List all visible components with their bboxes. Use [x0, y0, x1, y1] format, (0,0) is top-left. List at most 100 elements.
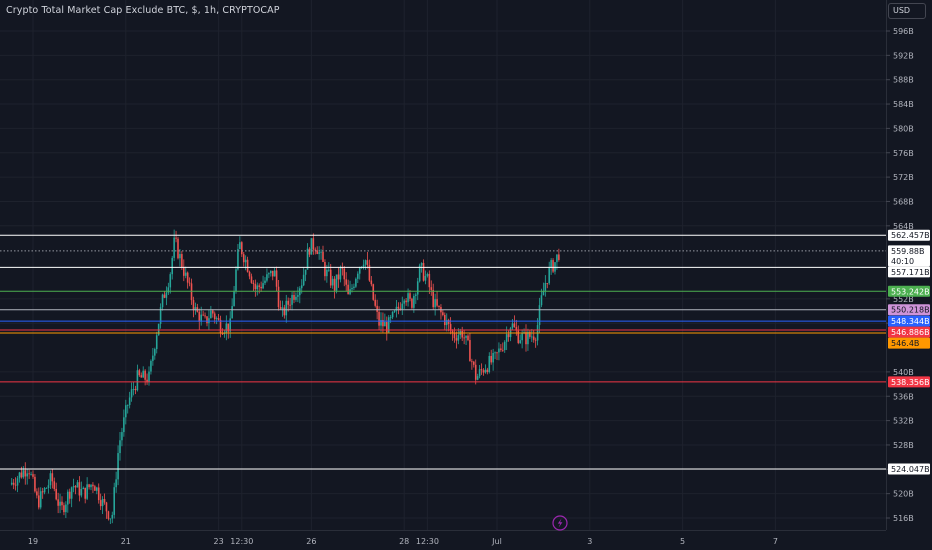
candle-up — [90, 484, 92, 488]
price-tag: 557.171B — [888, 266, 930, 278]
x-tick-label: 12:30 — [230, 537, 253, 546]
price-tag: 550.218B — [888, 304, 930, 316]
price-tag: 524.047B — [888, 463, 930, 475]
candle-up — [173, 237, 175, 258]
candle-down — [386, 321, 388, 333]
candle-down — [496, 352, 498, 354]
candle-up — [484, 369, 487, 373]
candle-down — [254, 284, 257, 290]
candle-up — [357, 273, 359, 279]
candle-up — [117, 453, 119, 480]
price-tag-label: 559.88B — [891, 247, 924, 256]
lightning-icon[interactable] — [552, 515, 568, 531]
price-tag-label: 550.218B — [891, 306, 930, 315]
candle-up — [244, 259, 247, 263]
price-tags: 562.457B559.88B40:10557.171B553.242B550.… — [888, 229, 930, 475]
y-tick-label: 516B — [893, 514, 914, 523]
candle-down — [202, 314, 204, 316]
candle-up — [544, 283, 547, 292]
candle-down — [248, 271, 251, 277]
candle-down — [53, 481, 56, 489]
candle-down — [88, 484, 90, 488]
candle-up — [10, 482, 13, 485]
candle-up — [393, 310, 396, 313]
candle-down — [38, 495, 40, 508]
candle-up — [295, 296, 297, 300]
candle-up — [353, 286, 355, 288]
candle-down — [372, 284, 375, 300]
price-tag-background — [888, 304, 930, 316]
y-tick-label: 596B — [893, 27, 914, 36]
candle-down — [515, 327, 518, 331]
candle-up — [210, 310, 212, 319]
candle-down — [467, 335, 469, 341]
candle-up — [130, 389, 133, 398]
candle-up — [505, 334, 508, 342]
candle-down — [347, 284, 349, 295]
candle-up — [233, 291, 235, 307]
candle-up — [128, 397, 131, 406]
candle-down — [277, 286, 280, 308]
candle-down — [241, 242, 243, 255]
candle-down — [455, 338, 458, 341]
y-tick-label: 588B — [893, 76, 914, 85]
candle-up — [270, 270, 272, 274]
candle-down — [324, 261, 326, 277]
candle-up — [256, 285, 259, 290]
candle-up — [16, 478, 19, 486]
candle-down — [474, 364, 477, 380]
candle-up — [478, 369, 481, 377]
candle-down — [74, 486, 77, 488]
candle-up — [416, 281, 419, 295]
candle-down — [41, 491, 44, 493]
candle-down — [219, 319, 222, 334]
candle-down — [308, 248, 311, 255]
candle-up — [229, 318, 231, 332]
price-tag-background — [888, 285, 930, 297]
price-tag-background — [888, 266, 930, 278]
candle-up — [320, 251, 322, 253]
y-tick-label: 536B — [893, 392, 914, 401]
horizontal-levels[interactable] — [0, 234, 886, 470]
candle-up — [420, 262, 423, 266]
candle-up — [18, 472, 21, 479]
candle-down — [502, 349, 504, 351]
candle-up — [476, 376, 479, 380]
candle-up — [150, 360, 152, 372]
candle-up — [268, 273, 270, 275]
candle-up — [494, 352, 496, 354]
candle-down — [463, 337, 465, 339]
currency-button[interactable]: USD — [888, 3, 926, 19]
price-tag-background — [888, 326, 930, 338]
y-tick-label: 584B — [893, 100, 914, 109]
candle-up — [161, 294, 164, 308]
candle-up — [235, 269, 237, 292]
x-tick-label: 5 — [680, 537, 685, 546]
candle-down — [333, 278, 336, 291]
candle-up — [76, 482, 79, 488]
candle-down — [399, 308, 402, 310]
time-axis[interactable]: 19 21 23 12:30 26 28 12:30 Jul 3 5 7 — [0, 530, 886, 547]
candle-down — [206, 316, 208, 324]
candle-down — [289, 304, 291, 306]
y-tick-label: 572B — [893, 173, 914, 182]
candle-down — [32, 474, 34, 477]
y-tick-label: 576B — [893, 149, 914, 158]
candle-up — [503, 341, 506, 351]
y-tick-label: 580B — [893, 124, 914, 133]
candle-up — [264, 280, 266, 284]
price-tag: 548.344B — [888, 315, 930, 327]
candle-down — [438, 305, 440, 307]
candle-down — [146, 379, 148, 383]
candle-up — [548, 267, 550, 284]
candle-down — [61, 501, 63, 506]
candle-down — [337, 274, 340, 280]
candle-up — [67, 491, 69, 505]
candle-up — [119, 440, 121, 454]
candle-down — [378, 311, 380, 326]
candle-down — [287, 300, 289, 305]
candle-down — [183, 267, 185, 276]
candle-down — [140, 375, 143, 378]
candle-down — [198, 311, 201, 322]
